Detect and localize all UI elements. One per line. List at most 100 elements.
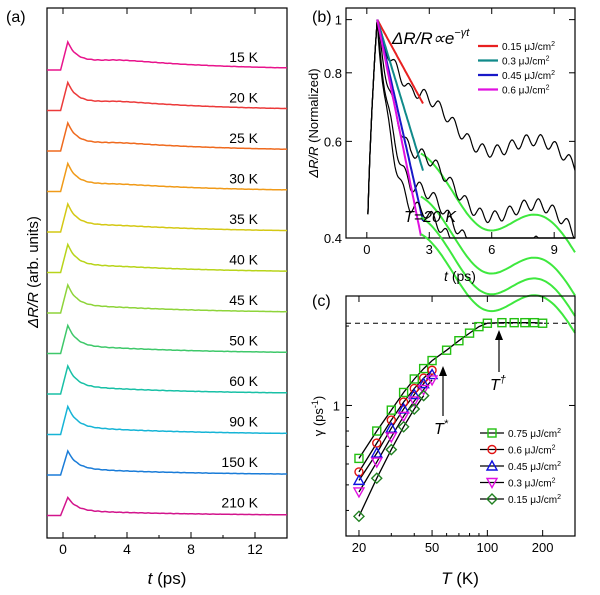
c-marker-diamond bbox=[397, 420, 410, 433]
c-series-line-2 bbox=[358, 374, 433, 481]
c-marker-square bbox=[441, 345, 452, 355]
c-marker-square bbox=[372, 426, 382, 436]
b-osc-fit-2 bbox=[420, 216, 576, 317]
panel-c: (c) 20 50 100 200 1 T* T† 0.75 μJ/cm2 0.6 μJ/… bbox=[310, 293, 576, 588]
c-marker-circle bbox=[398, 397, 409, 407]
c-xtick-label: 20 bbox=[352, 540, 366, 555]
label-30k: 30 K bbox=[229, 171, 258, 187]
b-fit-0 bbox=[376, 19, 424, 104]
b-fit-1 bbox=[376, 19, 424, 171]
c-series-line-3 bbox=[358, 379, 433, 493]
c-marker-diamond bbox=[417, 389, 430, 402]
b-xtick-label: 9 bbox=[551, 242, 558, 257]
c-marker-triangle-up bbox=[370, 446, 383, 458]
b-ytick-label: 1 bbox=[335, 13, 342, 28]
panel-a-x-ticks: 0 4 8 12 bbox=[46, 8, 288, 557]
c-marker-triangle-down bbox=[425, 375, 439, 387]
b-legend-label: 0.15 μJ/cm2 bbox=[502, 41, 555, 53]
label-15k: 15 K bbox=[229, 49, 258, 65]
c-legend-label: 0.6 μJ/cm2 bbox=[508, 445, 556, 457]
curve-40k bbox=[47, 242, 288, 274]
panel-b-temperature: T=20 K bbox=[404, 209, 457, 226]
b-trace-1 bbox=[367, 19, 575, 239]
b-fit-3 bbox=[376, 19, 422, 236]
panel-c-ticks: 20 50 100 200 1 bbox=[333, 296, 576, 555]
tdagger-arrow-head bbox=[495, 330, 503, 340]
panel-c-tdagger-annotation: T† bbox=[490, 330, 506, 394]
a-xtick-label: 0 bbox=[59, 541, 67, 557]
a-xtick-label: 4 bbox=[123, 541, 131, 557]
b-ytick-label: 0.6 bbox=[324, 134, 342, 149]
a-xtick-label: 8 bbox=[187, 541, 195, 557]
c-marker-square bbox=[354, 453, 364, 464]
panel-b-formula: ΔR/R∝e−γt bbox=[391, 27, 470, 48]
c-marker-square bbox=[398, 387, 409, 398]
curve-25k bbox=[47, 120, 287, 152]
panel-c-frame bbox=[345, 295, 576, 537]
b-legend-label: 0.45 μJ/cm2 bbox=[502, 70, 555, 82]
c-marker-circle bbox=[427, 365, 437, 375]
c-marker-triangle-down bbox=[370, 457, 383, 469]
c-marker-diamond bbox=[352, 510, 365, 523]
c-marker-diamond bbox=[370, 472, 383, 485]
b-ytick-label: 0.4 bbox=[324, 231, 342, 246]
c-marker-diamond bbox=[408, 402, 421, 415]
panel-a-curves bbox=[47, 39, 288, 517]
panel-b-ticks: 0 3 6 9 0.4 0.6 0.8 1 bbox=[324, 8, 575, 257]
label-45k: 45 K bbox=[229, 292, 258, 308]
c-marker-square bbox=[497, 317, 507, 328]
b-xtick-label: 3 bbox=[426, 242, 433, 257]
panel-c-y-label: γ (ps-1) bbox=[310, 396, 326, 437]
label-150k: 150 K bbox=[221, 454, 258, 470]
c-marker-circle bbox=[487, 444, 497, 455]
panel-c-tstar-annotation: T* bbox=[434, 366, 449, 438]
c-marker-triangle-up bbox=[385, 421, 398, 433]
c-series-line-4 bbox=[358, 395, 425, 517]
panel-c-legend: 0.75 μJ/cm2 0.6 μJ/cm2 0.45 μJ/cm2 0.3 μJ/c… bbox=[480, 428, 561, 506]
panel-a-x-label: t (ps) bbox=[148, 569, 187, 588]
c-legend-label: 0.3 μJ/cm2 bbox=[508, 478, 556, 490]
c-marker-triangle-down bbox=[417, 384, 430, 396]
b-ytick-label: 0.8 bbox=[324, 66, 342, 81]
panel-b-y-label: ΔR/R (Normalized) bbox=[306, 68, 321, 178]
b-osc-fit-0 bbox=[420, 152, 576, 253]
c-marker-triangle-down bbox=[397, 411, 410, 423]
c-marker-triangle-up bbox=[417, 377, 430, 389]
c-marker-square bbox=[386, 405, 397, 415]
tstar-arrow-head bbox=[439, 366, 447, 376]
label-40k: 40 K bbox=[229, 252, 258, 268]
curve-210k bbox=[47, 496, 287, 517]
c-marker-triangle-up bbox=[408, 388, 421, 400]
b-trace-0 bbox=[367, 19, 576, 215]
c-marker-square bbox=[482, 318, 493, 328]
panel-c-x-label: T (K) bbox=[441, 569, 479, 588]
curve-15k bbox=[47, 39, 288, 71]
tstar-label: T* bbox=[434, 418, 449, 438]
curve-50k bbox=[47, 323, 287, 355]
c-marker-triangle-up bbox=[485, 459, 499, 471]
label-60k: 60 K bbox=[229, 373, 258, 389]
panel-a: (a) 15 K 20 K 25 K 30 K 35 K 40 K 45 K 50 K 60 K… bbox=[6, 7, 288, 588]
label-25k: 25 K bbox=[229, 130, 258, 146]
c-marker-square bbox=[520, 317, 530, 328]
b-xtick-label: 6 bbox=[488, 242, 495, 257]
c-marker-diamond bbox=[385, 443, 398, 456]
panel-c-label: (c) bbox=[312, 293, 331, 310]
panel-b: (b) 0 3 6 9 0.4 0.6 0.8 1 ΔR/R∝e−γt 0.15 μJ/cm2… bbox=[306, 7, 576, 334]
curve-60k bbox=[47, 363, 288, 395]
c-marker-diamond bbox=[486, 493, 498, 505]
panel-b-legend: 0.15 μJ/cm2 0.3 μJ/cm2 0.45 μJ/cm2 0.6 μJ/c… bbox=[478, 41, 555, 97]
c-ytick-label: 1 bbox=[333, 398, 340, 413]
c-marker-square bbox=[509, 317, 519, 328]
panel-b-curves bbox=[367, 19, 576, 334]
curve-30k bbox=[47, 161, 288, 193]
c-legend-label: 0.45 μJ/cm2 bbox=[508, 461, 561, 473]
b-xtick-label: 0 bbox=[363, 242, 370, 257]
c-legend-label: 0.75 μJ/cm2 bbox=[508, 428, 561, 440]
b-osc-fit-1 bbox=[420, 195, 576, 296]
c-marker-triangle-down bbox=[352, 487, 366, 499]
c-marker-triangle-down bbox=[408, 396, 421, 408]
c-marker-square bbox=[464, 328, 475, 338]
curve-45k bbox=[47, 282, 287, 314]
